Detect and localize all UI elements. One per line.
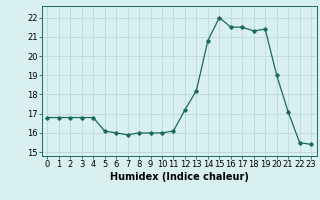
X-axis label: Humidex (Indice chaleur): Humidex (Indice chaleur) bbox=[110, 172, 249, 182]
